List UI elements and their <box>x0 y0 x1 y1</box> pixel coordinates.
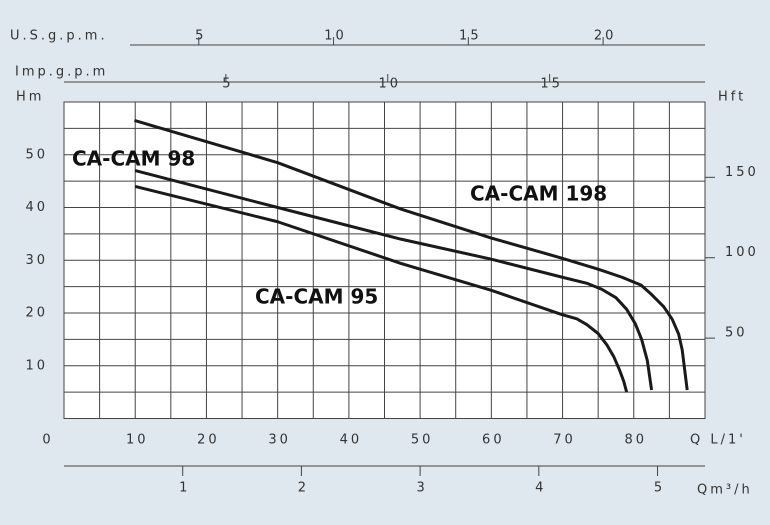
data-line <box>134 184 629 393</box>
x-tick-label: 0 <box>42 433 53 448</box>
y-axis-title: Hm <box>16 90 44 105</box>
x-tick-label: 70 <box>553 433 576 448</box>
y2-tick-label: 150 <box>725 165 759 180</box>
x-tick-label: 5 <box>195 29 206 44</box>
x-tick-label: 40 <box>340 433 363 448</box>
x-tick-label: 15 <box>459 29 482 44</box>
axis-title: U.S.g.p.m. <box>10 29 108 44</box>
y2-axis-title: Hft <box>718 90 746 105</box>
x-tick-label: 10 <box>324 29 347 44</box>
series-label: CA-CAM 98 <box>72 147 195 171</box>
x-tick-label: 60 <box>482 433 505 448</box>
x-tick-label: 30 <box>268 433 291 448</box>
x-tick-label: 5 <box>222 77 233 92</box>
x-tick-label: 4 <box>535 481 546 496</box>
y-tick-label: 40 <box>25 200 48 215</box>
axis-title: Imp.g.p.m <box>15 65 108 80</box>
x-tick-label: 5 <box>654 481 665 496</box>
x-tick-label: 80 <box>625 433 648 448</box>
y2-tick-label: 100 <box>725 245 759 260</box>
x-tick-label: 2 <box>298 481 309 496</box>
data-line <box>134 169 654 391</box>
y-tick-label: 20 <box>25 306 48 321</box>
x-tick-label: 50 <box>411 433 434 448</box>
x-tick-label: 20 <box>197 433 220 448</box>
x-axis-title: Q L/1' <box>690 433 746 448</box>
series-label: CA-CAM 95 <box>255 285 378 309</box>
x-tick-label: 3 <box>416 481 427 496</box>
x-tick-label: 15 <box>540 77 563 92</box>
x-tick-label: 10 <box>126 433 149 448</box>
x-tick-label: 20 <box>594 29 617 44</box>
y-tick-label: 50 <box>25 147 48 162</box>
y-tick-label: 30 <box>25 253 48 268</box>
y-tick-label: 10 <box>25 358 48 373</box>
x-tick-label: 10 <box>378 77 401 92</box>
axis-title: Qm³/h <box>697 483 753 498</box>
y2-tick-label: 50 <box>725 326 748 341</box>
series-label: CA-CAM 198 <box>470 182 607 206</box>
x-tick-label: 1 <box>179 481 190 496</box>
data-line <box>134 119 689 391</box>
